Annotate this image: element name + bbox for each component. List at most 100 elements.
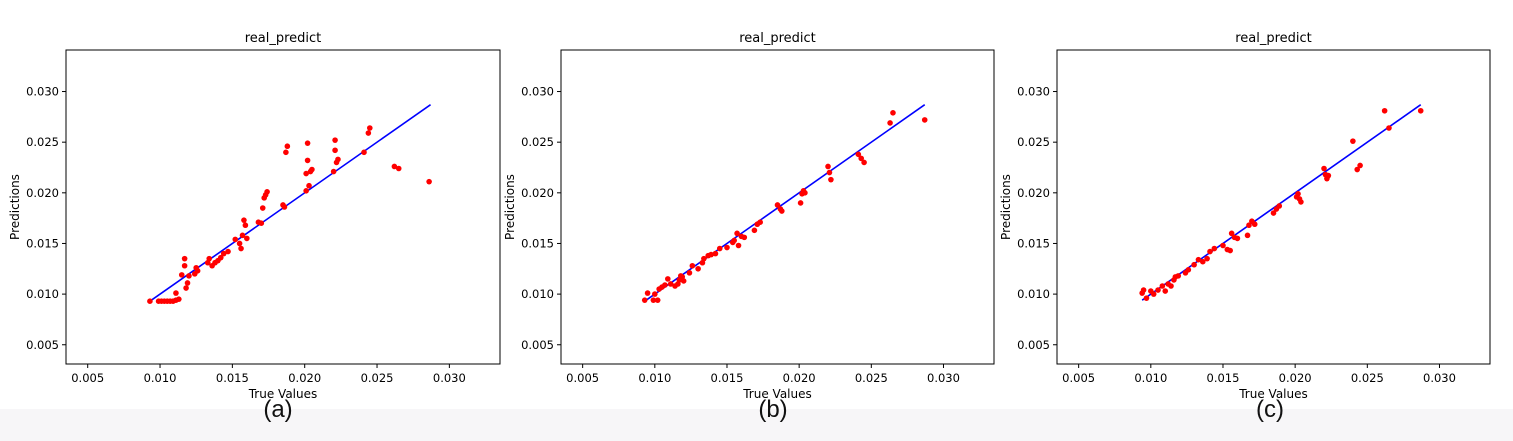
plot-frame bbox=[65, 49, 501, 365]
x-tick-label: 0.015 bbox=[711, 371, 744, 385]
data-point bbox=[1417, 107, 1424, 114]
data-point bbox=[652, 291, 658, 297]
data-point bbox=[890, 110, 896, 116]
data-point bbox=[304, 157, 311, 164]
data-point bbox=[712, 250, 719, 257]
data-point bbox=[751, 227, 758, 234]
panel-caption-a: (a) bbox=[263, 396, 293, 423]
data-point bbox=[828, 176, 834, 183]
y-axis-label: Predictions bbox=[8, 174, 22, 240]
data-point bbox=[181, 255, 188, 262]
x-tick-label: 0.015 bbox=[1207, 371, 1240, 385]
data-point bbox=[686, 270, 693, 276]
data-point bbox=[395, 165, 402, 172]
y-tick-label: 0.030 bbox=[521, 85, 554, 99]
x-tick-label: 0.030 bbox=[927, 371, 960, 385]
data-point bbox=[662, 282, 668, 288]
data-point bbox=[1381, 107, 1388, 114]
data-point bbox=[701, 255, 707, 262]
data-point bbox=[259, 205, 266, 211]
x-tick-label: 0.025 bbox=[1351, 371, 1384, 385]
x-tick-label: 0.025 bbox=[855, 371, 888, 385]
data-point bbox=[1227, 247, 1233, 254]
data-point bbox=[1195, 256, 1202, 263]
data-point bbox=[1244, 232, 1251, 239]
chart-title: real_predict bbox=[1235, 31, 1312, 46]
x-tick-label: 0.025 bbox=[361, 371, 394, 385]
y-tick-label: 0.025 bbox=[1017, 135, 1050, 149]
data-point bbox=[731, 237, 737, 244]
data-point bbox=[332, 147, 338, 154]
data-point bbox=[1350, 138, 1356, 144]
data-point bbox=[1321, 165, 1327, 172]
data-point bbox=[1199, 258, 1206, 265]
scatter-panel-b: real_predict True Values Predictions 0.005 0… bbox=[503, 31, 995, 401]
data-point bbox=[1168, 283, 1174, 289]
data-point bbox=[225, 248, 231, 255]
data-point bbox=[1270, 210, 1277, 216]
data-point bbox=[303, 170, 309, 177]
data-point bbox=[1185, 267, 1192, 273]
data-point bbox=[391, 163, 398, 170]
data-point bbox=[173, 290, 179, 296]
data-point bbox=[861, 159, 867, 166]
data-point bbox=[1251, 221, 1258, 228]
data-point bbox=[239, 232, 246, 239]
chart-title: real_predict bbox=[739, 31, 816, 46]
data-point bbox=[1276, 203, 1283, 209]
data-point bbox=[826, 169, 833, 176]
data-point bbox=[1298, 199, 1304, 205]
data-point bbox=[716, 245, 723, 252]
data-point bbox=[241, 217, 247, 223]
y-tick-label: 0.015 bbox=[1017, 236, 1050, 250]
data-point bbox=[330, 168, 337, 175]
data-point bbox=[186, 273, 192, 279]
data-point bbox=[1228, 230, 1235, 237]
data-point bbox=[194, 268, 201, 274]
data-point bbox=[178, 272, 185, 278]
data-point bbox=[1234, 235, 1241, 242]
data-point bbox=[1155, 287, 1161, 293]
data-point bbox=[281, 204, 288, 210]
x-tick-label: 0.030 bbox=[1423, 371, 1456, 385]
y-tick-label: 0.020 bbox=[1017, 186, 1050, 200]
x-tick-label: 0.010 bbox=[638, 371, 671, 385]
data-point bbox=[242, 222, 249, 229]
data-point bbox=[734, 230, 740, 237]
data-point bbox=[708, 251, 714, 258]
data-point bbox=[1211, 245, 1218, 252]
x-tick-label: 0.020 bbox=[783, 371, 816, 385]
data-point bbox=[650, 297, 657, 303]
panel-caption-b: (b) bbox=[758, 396, 788, 423]
data-point bbox=[426, 178, 432, 185]
scatter-panel-a: real_predict True Values Predictions 0.005 0… bbox=[8, 31, 501, 401]
data-point bbox=[220, 250, 227, 257]
y-tick-label: 0.025 bbox=[521, 135, 554, 149]
data-point bbox=[238, 245, 244, 252]
y-tick-label: 0.010 bbox=[1017, 287, 1050, 301]
data-point bbox=[306, 182, 312, 189]
data-point bbox=[774, 202, 781, 208]
data-point bbox=[1159, 283, 1166, 289]
data-point bbox=[1220, 242, 1226, 249]
data-point bbox=[797, 200, 804, 206]
chart-title: real_predict bbox=[245, 31, 322, 46]
data-point bbox=[1207, 248, 1213, 255]
data-point bbox=[802, 190, 808, 196]
y-tick-label: 0.015 bbox=[521, 236, 554, 250]
x-tick-label: 0.010 bbox=[1134, 371, 1167, 385]
data-point bbox=[176, 296, 182, 302]
data-point bbox=[217, 254, 224, 261]
data-point bbox=[332, 137, 338, 143]
data-point bbox=[181, 262, 188, 269]
data-point bbox=[1140, 287, 1147, 293]
y-axis-label: Predictions bbox=[503, 174, 517, 240]
fit-line bbox=[150, 104, 432, 301]
data-point bbox=[695, 265, 701, 272]
data-point bbox=[680, 278, 687, 284]
data-point bbox=[1246, 222, 1252, 229]
data-point bbox=[1150, 291, 1157, 297]
scatter-panel-c: real_predict True Values Predictions 0.005 0… bbox=[999, 31, 1491, 401]
data-point bbox=[1357, 162, 1363, 169]
data-point bbox=[644, 290, 651, 296]
